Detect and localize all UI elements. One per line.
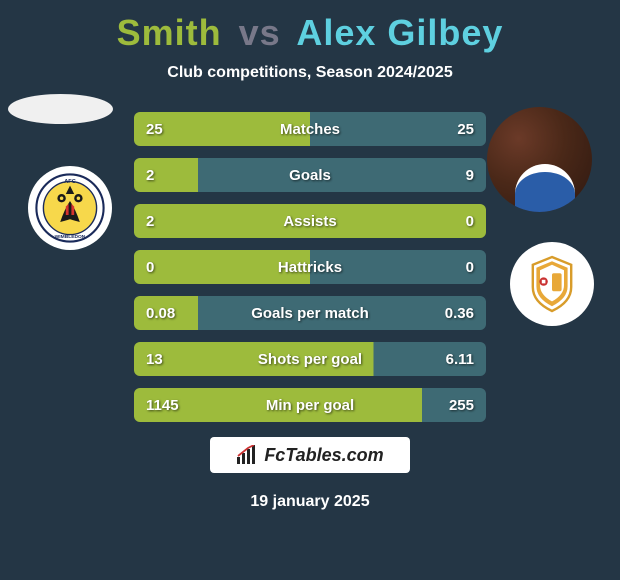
stat-label: Shots per goal: [224, 351, 396, 368]
comparison-content: AFC WIMBLEDON 25Matches252Goals92Assists…: [0, 112, 620, 422]
player1-name: Smith: [117, 12, 222, 53]
mk-dons-crest-icon: [522, 254, 582, 314]
stat-label: Goals: [224, 167, 396, 184]
stat-value-left: 1145: [134, 397, 224, 414]
stat-value-right: 0.36: [396, 305, 486, 322]
stat-label: Goals per match: [224, 305, 396, 322]
subtitle: Club competitions, Season 2024/2025: [0, 64, 620, 82]
bar-chart-icon: [236, 445, 258, 465]
club-badge-left: AFC WIMBLEDON: [28, 166, 112, 250]
stat-row: 13Shots per goal6.11: [134, 342, 486, 376]
stat-label: Matches: [224, 121, 396, 138]
stat-row: 0.08Goals per match0.36: [134, 296, 486, 330]
stat-value-right: 6.11: [396, 351, 486, 368]
afc-wimbledon-crest-icon: AFC WIMBLEDON: [35, 173, 105, 243]
player1-avatar: [8, 94, 113, 124]
stat-label: Min per goal: [224, 397, 396, 414]
player2-name: Alex Gilbey: [296, 12, 503, 53]
stat-row: 0Hattricks0: [134, 250, 486, 284]
stat-value-right: 0: [396, 259, 486, 276]
comparison-date: 19 january 2025: [0, 493, 620, 511]
stat-row: 25Matches25: [134, 112, 486, 146]
stat-value-right: 9: [396, 167, 486, 184]
stat-label: Assists: [224, 213, 396, 230]
stat-row: 2Assists0: [134, 204, 486, 238]
vs-label: vs: [239, 12, 281, 53]
stat-value-left: 2: [134, 167, 224, 184]
club-badge-right: [510, 242, 594, 326]
stat-value-right: 25: [396, 121, 486, 138]
stat-value-right: 0: [396, 213, 486, 230]
watermark-text: FcTables.com: [264, 445, 383, 466]
stat-value-left: 13: [134, 351, 224, 368]
watermark: FcTables.com: [210, 437, 410, 473]
stat-row: 2Goals9: [134, 158, 486, 192]
player2-avatar: [487, 107, 592, 212]
stat-value-left: 0: [134, 259, 224, 276]
stat-rows: 25Matches252Goals92Assists00Hattricks00.…: [134, 112, 486, 422]
stat-value-left: 2: [134, 213, 224, 230]
svg-text:AFC: AFC: [64, 179, 76, 185]
comparison-title: Smith vs Alex Gilbey: [0, 0, 620, 54]
stat-value-right: 255: [396, 397, 486, 414]
stat-row: 1145Min per goal255: [134, 388, 486, 422]
stat-value-left: 25: [134, 121, 224, 138]
stat-value-left: 0.08: [134, 305, 224, 322]
stat-label: Hattricks: [224, 259, 396, 276]
svg-text:WIMBLEDON: WIMBLEDON: [55, 234, 86, 240]
